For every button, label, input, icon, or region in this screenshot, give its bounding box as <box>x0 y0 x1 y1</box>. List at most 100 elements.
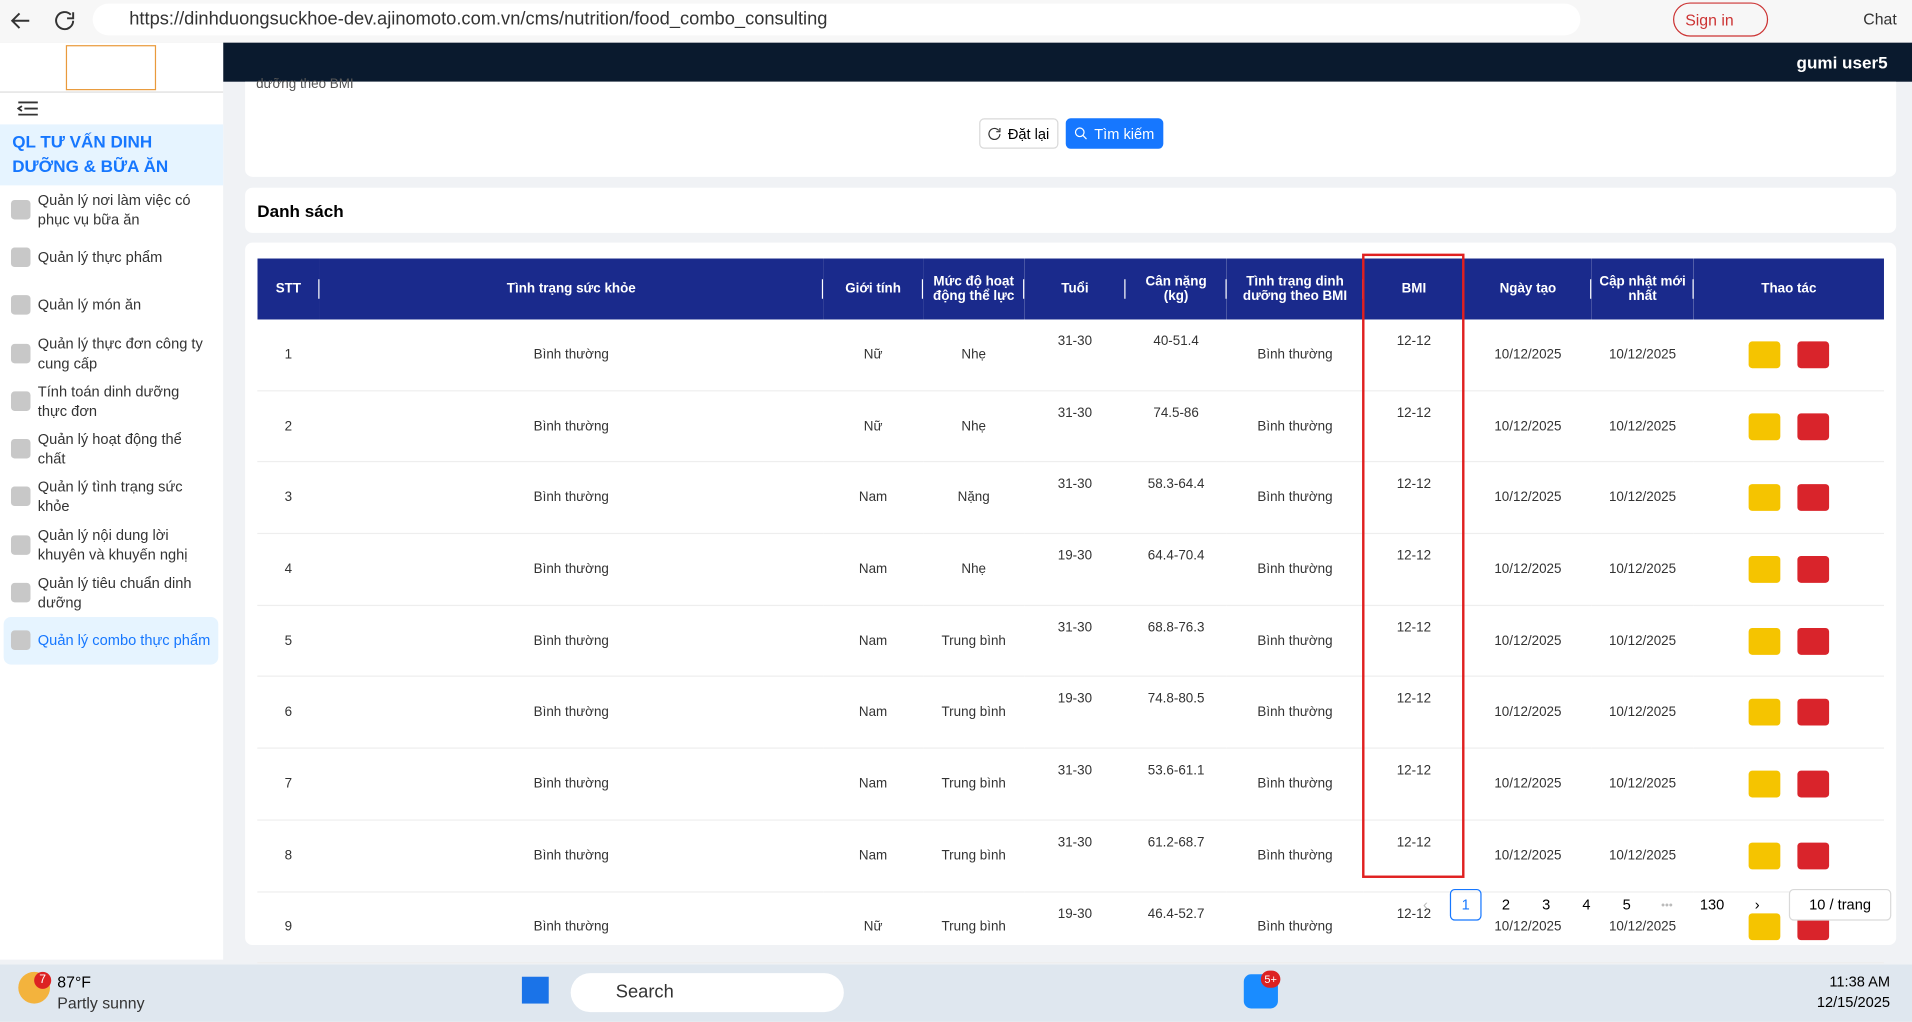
taskbar-search[interactable]: Search <box>570 973 844 1013</box>
table-cell: Nam <box>823 605 924 678</box>
column-header: Cập nhật mới nhất <box>1591 258 1694 320</box>
edit-button[interactable] <box>1748 484 1781 512</box>
table-cell: 64.4-70.4 <box>1125 533 1227 606</box>
table-cell: 6 <box>257 676 320 749</box>
sign-in[interactable]: Sign in <box>1673 2 1769 37</box>
table-cell: 10/12/2025 <box>1464 462 1592 535</box>
menu-item[interactable]: Quản lý nội dung lời khuyên và khuyến ng… <box>4 521 219 569</box>
table-cell: 10/12/2025 <box>1591 748 1694 821</box>
menu-icon <box>10 630 31 651</box>
user-name[interactable]: gumi user5 <box>1796 52 1888 72</box>
page-button[interactable]: 3 <box>1542 896 1551 914</box>
delete-button[interactable] <box>1797 341 1830 369</box>
delete-button[interactable] <box>1797 770 1830 798</box>
table-cell: 31-30 <box>1024 605 1126 678</box>
menu-label: Quản lý nơi làm việc có phục vụ bữa ăn <box>37 191 191 228</box>
clock-time: 11:38 AM <box>1829 973 1891 991</box>
url-bar[interactable]: https://dinhduongsuckhoe-dev.ajinomoto.c… <box>92 3 1581 36</box>
table-cell: 10/12/2025 <box>1591 676 1694 749</box>
taskbar: 7 87°F Partly sunny Search 5+ 11:38 AM 1… <box>0 964 1912 1022</box>
reset-button[interactable]: Đặt lại <box>979 118 1059 149</box>
menu-label: Quản lý món ăn <box>37 296 142 314</box>
table-cell: Nam <box>823 748 924 821</box>
temperature: 87°F <box>57 973 91 992</box>
page-size[interactable]: 10 / trang <box>1788 888 1892 921</box>
delete-button[interactable] <box>1797 699 1830 726</box>
table-cell: Bình thường <box>319 676 824 749</box>
menu-item[interactable]: Quản lý tiêu chuẩn dinh dưỡng <box>4 569 219 617</box>
menu-item[interactable]: Tính toán dinh dưỡng thực đơn <box>4 377 219 425</box>
actions-cell <box>1693 319 1884 392</box>
table-cell: Trung bình <box>923 819 1025 892</box>
menu-icon <box>10 582 31 603</box>
menu-item[interactable]: Quản lý combo thực phẩm <box>3 616 219 665</box>
page-button[interactable]: 5 <box>1622 896 1631 914</box>
menu-item[interactable]: Quản lý hoạt động thể chất <box>4 425 219 473</box>
edit-button[interactable] <box>1748 627 1781 655</box>
menu-item[interactable]: Quản lý tình trạng sức khỏe <box>4 473 219 521</box>
page-button[interactable]: 2 <box>1501 896 1511 914</box>
table-row: 1 Bình thường Nữ Nhẹ 31-30 40-51.4 Bình thường… <box>257 319 1884 392</box>
edit-button[interactable] <box>1748 699 1781 726</box>
divider <box>0 91 224 93</box>
page-ellipsis: ••• <box>1661 898 1673 911</box>
prev-page[interactable]: ‹ <box>1423 896 1428 914</box>
table-cell: 10/12/2025 <box>1464 676 1592 749</box>
list-title: Danh sách <box>257 201 344 221</box>
table-cell: 10/12/2025 <box>1464 319 1592 392</box>
table-cell: Bình thường <box>1226 891 1364 964</box>
menu-icon <box>10 199 31 220</box>
actions-cell <box>1693 819 1884 892</box>
table-cell: Bình thường <box>1226 390 1364 463</box>
column-header: Tình trạng dinh dưỡng theo BMI <box>1226 258 1364 320</box>
table-cell: Bình thường <box>319 819 824 892</box>
page-button[interactable]: 4 <box>1582 896 1591 914</box>
delete-button[interactable] <box>1797 484 1830 512</box>
delete-button[interactable] <box>1797 627 1830 655</box>
table-cell: 58.3-64.4 <box>1125 462 1227 535</box>
table-cell: 12-12 <box>1363 819 1465 892</box>
edit-button[interactable] <box>1748 913 1781 941</box>
table-cell: Bình thường <box>319 390 824 463</box>
edit-button[interactable] <box>1748 412 1781 440</box>
edit-button[interactable] <box>1748 555 1781 583</box>
table-row: 7 Bình thường Nam Trung bình 31-30 53.6-61.1 B… <box>257 748 1884 821</box>
delete-button[interactable] <box>1797 412 1830 440</box>
search-text: Tìm kiếm <box>1094 124 1155 143</box>
table-cell: 3 <box>257 462 320 535</box>
menu-item[interactable]: Quản lý nơi làm việc có phục vụ bữa ăn <box>4 185 219 233</box>
edit-button[interactable] <box>1748 770 1781 798</box>
delete-button[interactable] <box>1797 555 1830 583</box>
table-cell: 12-12 <box>1363 605 1465 678</box>
start-button[interactable] <box>521 976 549 1004</box>
table-cell: 19-30 <box>1024 676 1126 749</box>
delete-button[interactable] <box>1797 842 1830 870</box>
menu-icon <box>10 247 31 267</box>
table-cell: 74.5-86 <box>1125 390 1227 463</box>
table-cell: Bình thường <box>319 748 824 821</box>
menu-item[interactable]: Quản lý thực phẩm <box>4 233 219 281</box>
menu-icon <box>10 439 31 459</box>
table-cell: 31-30 <box>1024 748 1126 821</box>
edit-button[interactable] <box>1748 341 1781 369</box>
table-cell: 31-30 <box>1024 462 1126 535</box>
chat[interactable]: Chat <box>1863 9 1897 29</box>
menu-item[interactable]: Quản lý thực đơn công ty cung cấp <box>4 329 219 377</box>
page-button[interactable]: 1 <box>1449 888 1482 921</box>
table-cell: 12-12 <box>1363 533 1465 606</box>
menu-label: Tính toán dinh dưỡng thực đơn <box>37 382 180 420</box>
table-cell: 12-12 <box>1363 676 1465 749</box>
table-cell: 10/12/2025 <box>1591 390 1694 463</box>
table-cell: 68.8-76.3 <box>1125 605 1227 678</box>
menu-toggle[interactable] <box>17 100 39 117</box>
table-cell: 10/12/2025 <box>1464 533 1592 606</box>
logo <box>65 45 157 91</box>
edit-button[interactable] <box>1748 842 1781 870</box>
menu-item[interactable]: Quản lý món ăn <box>4 281 219 329</box>
table-row: 3 Bình thường Nam Nặng 31-30 58.3-64.4 Bình th… <box>257 462 1884 535</box>
table-cell: 10/12/2025 <box>1464 605 1592 678</box>
page-button[interactable]: 130 <box>1699 896 1725 914</box>
next-page[interactable]: › <box>1754 896 1760 914</box>
search-button[interactable]: Tìm kiếm <box>1065 118 1164 149</box>
table-cell: Nữ <box>823 891 924 964</box>
